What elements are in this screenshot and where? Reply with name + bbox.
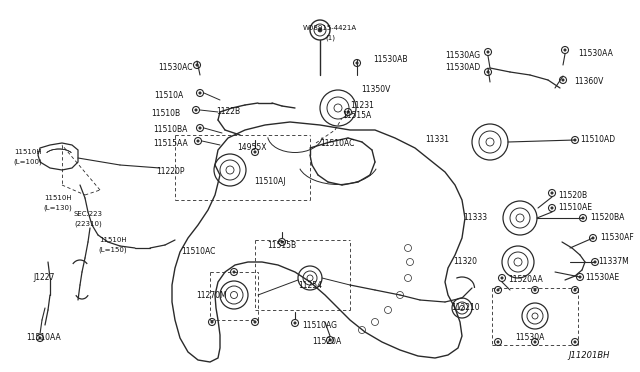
Circle shape bbox=[574, 289, 576, 291]
Text: W08915-4421A: W08915-4421A bbox=[303, 25, 357, 31]
Circle shape bbox=[487, 51, 489, 53]
Circle shape bbox=[574, 341, 576, 343]
Text: J1227: J1227 bbox=[33, 273, 54, 282]
Text: 11520A: 11520A bbox=[312, 337, 342, 346]
Circle shape bbox=[497, 341, 499, 343]
Text: (L=130): (L=130) bbox=[44, 205, 72, 211]
Circle shape bbox=[329, 339, 332, 341]
Circle shape bbox=[551, 192, 553, 194]
Text: 11510AC: 11510AC bbox=[320, 138, 355, 148]
Text: 11515B: 11515B bbox=[268, 241, 296, 250]
Circle shape bbox=[534, 341, 536, 343]
Circle shape bbox=[195, 109, 197, 111]
Circle shape bbox=[39, 337, 41, 339]
Text: 11220P: 11220P bbox=[157, 167, 185, 176]
Text: 11333: 11333 bbox=[463, 214, 487, 222]
Text: 11515AA: 11515AA bbox=[153, 138, 188, 148]
Text: (L=150): (L=150) bbox=[99, 247, 127, 253]
Text: 11520AA: 11520AA bbox=[508, 276, 543, 285]
Circle shape bbox=[592, 237, 594, 239]
Circle shape bbox=[562, 79, 564, 81]
Text: 11270M: 11270M bbox=[196, 292, 227, 301]
Text: 11510AE: 11510AE bbox=[558, 203, 592, 212]
Text: 11510AG: 11510AG bbox=[302, 321, 337, 330]
Text: (22310): (22310) bbox=[74, 221, 102, 227]
Circle shape bbox=[199, 127, 201, 129]
Text: SEC.223: SEC.223 bbox=[74, 211, 102, 217]
Circle shape bbox=[534, 289, 536, 291]
Text: (1): (1) bbox=[325, 35, 335, 41]
Text: 11510AJ: 11510AJ bbox=[254, 177, 285, 186]
Text: 11231: 11231 bbox=[350, 100, 374, 109]
Text: 11510A: 11510A bbox=[154, 92, 183, 100]
Circle shape bbox=[318, 28, 322, 32]
Circle shape bbox=[500, 277, 503, 279]
Text: 11510AA: 11510AA bbox=[27, 334, 61, 343]
Circle shape bbox=[564, 49, 566, 51]
Circle shape bbox=[254, 321, 256, 323]
Text: 14955X: 14955X bbox=[237, 144, 267, 153]
Circle shape bbox=[254, 151, 256, 153]
Circle shape bbox=[487, 71, 489, 73]
Text: 11520BA: 11520BA bbox=[590, 214, 625, 222]
Text: 11530AC: 11530AC bbox=[159, 64, 193, 73]
Circle shape bbox=[356, 62, 358, 64]
Text: 11530AB: 11530AB bbox=[373, 55, 408, 64]
Text: 11510H: 11510H bbox=[44, 195, 72, 201]
Circle shape bbox=[196, 64, 198, 66]
Text: J11201BH: J11201BH bbox=[568, 352, 610, 360]
Circle shape bbox=[281, 241, 283, 243]
Text: 11515A: 11515A bbox=[342, 110, 371, 119]
Circle shape bbox=[199, 92, 201, 94]
Circle shape bbox=[551, 207, 553, 209]
Text: 11331: 11331 bbox=[425, 135, 449, 144]
Text: 1122B: 1122B bbox=[216, 108, 240, 116]
Text: 11530AF: 11530AF bbox=[600, 234, 634, 243]
Text: 11337M: 11337M bbox=[598, 257, 628, 266]
Text: 11530AE: 11530AE bbox=[585, 273, 619, 282]
Text: 11510H: 11510H bbox=[14, 149, 42, 155]
Circle shape bbox=[197, 140, 199, 142]
Text: 11520B: 11520B bbox=[558, 190, 587, 199]
Text: 11530A: 11530A bbox=[515, 334, 545, 343]
Text: 11350V: 11350V bbox=[361, 86, 390, 94]
Text: 11320: 11320 bbox=[453, 257, 477, 266]
Text: 11360V: 11360V bbox=[574, 77, 604, 87]
Text: 11510AD: 11510AD bbox=[580, 135, 615, 144]
Text: 11530AA: 11530AA bbox=[578, 48, 613, 58]
Circle shape bbox=[294, 322, 296, 324]
Circle shape bbox=[582, 217, 584, 219]
Circle shape bbox=[574, 139, 576, 141]
Text: 11510B: 11510B bbox=[151, 109, 180, 118]
Circle shape bbox=[594, 261, 596, 263]
Circle shape bbox=[347, 111, 349, 113]
Text: 11510AC: 11510AC bbox=[181, 247, 215, 257]
Text: 11530AD: 11530AD bbox=[445, 64, 480, 73]
Text: 11510H: 11510H bbox=[99, 237, 127, 243]
Circle shape bbox=[233, 271, 236, 273]
Text: (L=100): (L=100) bbox=[13, 159, 42, 165]
Circle shape bbox=[579, 276, 581, 278]
Text: 11254: 11254 bbox=[298, 280, 322, 289]
Circle shape bbox=[211, 321, 213, 323]
Text: 112210: 112210 bbox=[452, 304, 480, 312]
Text: 11510BA: 11510BA bbox=[154, 125, 188, 135]
Text: 11530AG: 11530AG bbox=[445, 51, 480, 60]
Circle shape bbox=[497, 289, 499, 291]
